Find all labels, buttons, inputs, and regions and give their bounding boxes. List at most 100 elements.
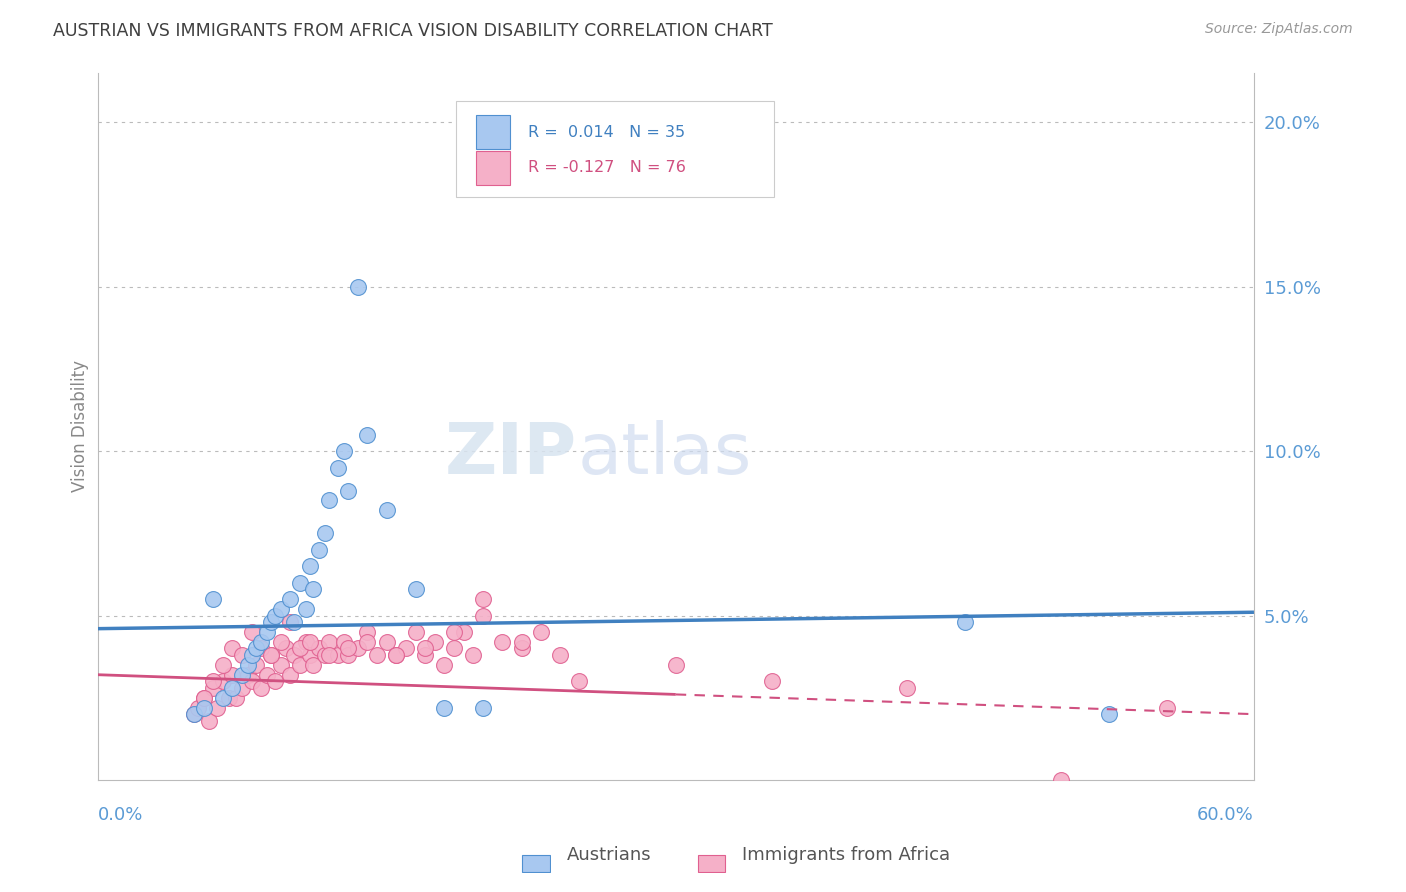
Point xyxy=(250,681,273,695)
Point xyxy=(1098,707,1121,722)
Point xyxy=(294,602,316,616)
Point xyxy=(413,641,436,656)
Point xyxy=(276,641,298,656)
Point xyxy=(308,641,330,656)
Point xyxy=(211,674,233,689)
Point xyxy=(433,657,456,672)
Point xyxy=(472,608,495,623)
Text: ZIP: ZIP xyxy=(446,420,578,489)
Point xyxy=(225,690,247,705)
Text: R =  0.014   N = 35: R = 0.014 N = 35 xyxy=(527,125,685,140)
Point xyxy=(333,444,356,458)
Point xyxy=(337,648,360,662)
Point xyxy=(260,648,283,662)
Point xyxy=(302,582,325,597)
Point xyxy=(314,648,336,662)
Point xyxy=(236,667,259,681)
Point xyxy=(530,624,553,639)
Point xyxy=(221,667,243,681)
Text: Immigrants from Africa: Immigrants from Africa xyxy=(742,846,950,863)
Point xyxy=(405,624,427,639)
Point xyxy=(288,641,311,656)
Point xyxy=(413,648,436,662)
Point xyxy=(298,559,321,574)
Point xyxy=(472,592,495,607)
Point xyxy=(205,700,228,714)
Point xyxy=(463,648,485,662)
Point xyxy=(264,608,287,623)
Point xyxy=(375,503,398,517)
FancyBboxPatch shape xyxy=(475,151,510,185)
Point xyxy=(218,690,240,705)
Point xyxy=(270,635,292,649)
Point xyxy=(443,641,465,656)
Point xyxy=(283,648,305,662)
Point xyxy=(298,648,321,662)
Point xyxy=(314,526,336,541)
Point xyxy=(183,707,205,722)
Point xyxy=(510,635,533,649)
Point xyxy=(193,690,215,705)
Point xyxy=(423,635,446,649)
Point xyxy=(1156,700,1178,714)
Point xyxy=(264,674,287,689)
FancyBboxPatch shape xyxy=(475,115,510,149)
Point xyxy=(385,648,408,662)
Point xyxy=(278,615,301,629)
Point xyxy=(278,592,301,607)
Point xyxy=(510,641,533,656)
Point xyxy=(318,635,340,649)
Point xyxy=(356,624,378,639)
Text: R = -0.127   N = 76: R = -0.127 N = 76 xyxy=(527,161,686,175)
Point xyxy=(294,635,316,649)
Point xyxy=(433,700,456,714)
Point xyxy=(665,657,688,672)
Point xyxy=(896,681,918,695)
Point xyxy=(187,700,209,714)
Point xyxy=(221,681,243,695)
Point xyxy=(443,624,465,639)
Point xyxy=(236,657,259,672)
Point xyxy=(953,615,976,629)
Point xyxy=(231,681,253,695)
Point xyxy=(231,648,253,662)
Point xyxy=(548,648,571,662)
Point xyxy=(318,648,340,662)
Text: 60.0%: 60.0% xyxy=(1198,806,1254,824)
Point xyxy=(337,483,360,498)
Point xyxy=(385,648,408,662)
Point xyxy=(198,714,221,728)
Point xyxy=(298,635,321,649)
Point xyxy=(530,132,553,146)
Point xyxy=(366,648,388,662)
Point xyxy=(245,641,267,656)
Point xyxy=(202,674,225,689)
Point xyxy=(472,700,495,714)
Text: AUSTRIAN VS IMMIGRANTS FROM AFRICA VISION DISABILITY CORRELATION CHART: AUSTRIAN VS IMMIGRANTS FROM AFRICA VISIO… xyxy=(53,22,773,40)
Point xyxy=(356,635,378,649)
Point xyxy=(202,592,225,607)
Text: Source: ZipAtlas.com: Source: ZipAtlas.com xyxy=(1205,22,1353,37)
Point xyxy=(568,674,591,689)
Point xyxy=(288,575,311,590)
Point xyxy=(346,641,368,656)
FancyBboxPatch shape xyxy=(456,102,775,197)
Point xyxy=(270,602,292,616)
Point xyxy=(395,641,418,656)
Point xyxy=(260,648,283,662)
Point xyxy=(1050,772,1073,787)
Point xyxy=(270,657,292,672)
Point xyxy=(333,635,356,649)
Text: atlas: atlas xyxy=(578,420,752,489)
Point xyxy=(221,641,243,656)
Point xyxy=(328,648,350,662)
Point xyxy=(211,657,233,672)
Point xyxy=(211,690,233,705)
Point xyxy=(245,657,267,672)
Point xyxy=(302,657,325,672)
Point xyxy=(337,641,360,656)
Point xyxy=(256,624,278,639)
Point xyxy=(356,427,378,442)
Point xyxy=(250,641,273,656)
Point xyxy=(240,648,263,662)
